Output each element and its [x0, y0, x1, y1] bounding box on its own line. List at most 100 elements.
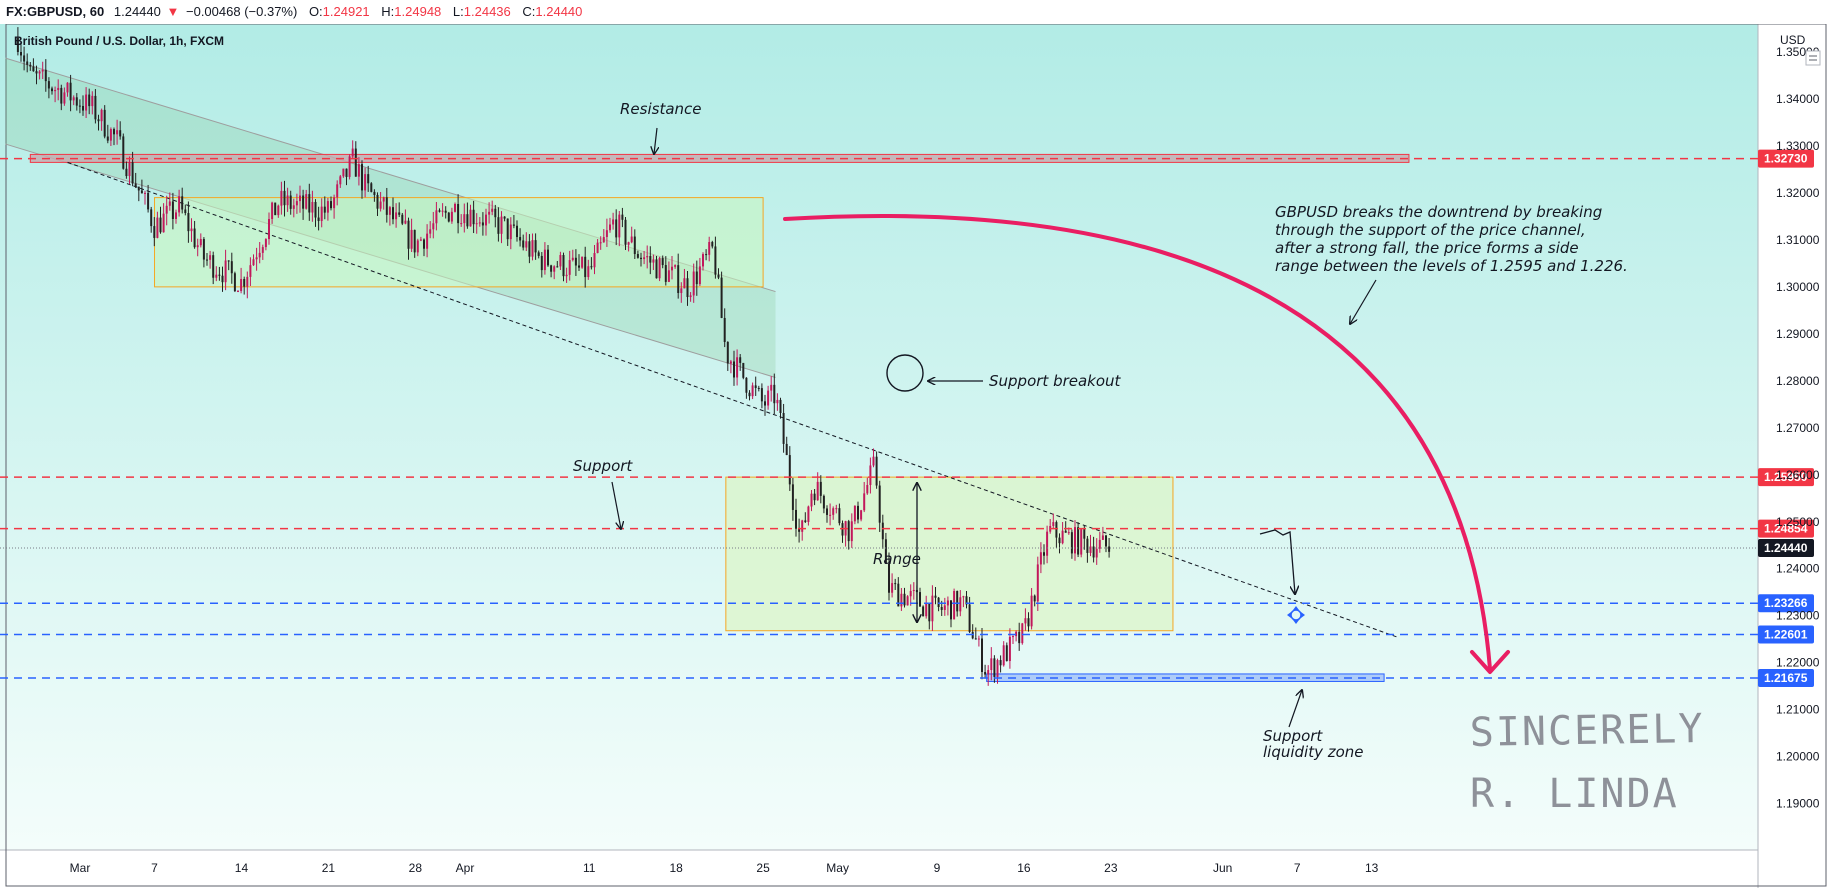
candle-down — [29, 64, 32, 67]
candle-up — [469, 209, 472, 227]
y-tick-label: 1.33000 — [1776, 139, 1820, 153]
candle-up — [156, 217, 159, 238]
candle-down — [289, 195, 292, 209]
candle-up — [1030, 595, 1033, 627]
candle-up — [1024, 618, 1027, 624]
candle-down — [317, 217, 320, 222]
x-tick-label: Apr — [456, 861, 475, 875]
candle-up — [959, 597, 962, 612]
candle-up — [252, 259, 255, 266]
x-tick-label: 16 — [1017, 861, 1031, 875]
note-arrow — [1350, 279, 1377, 324]
candle-up — [658, 258, 661, 279]
candle-down — [795, 509, 797, 529]
candle-up — [450, 211, 453, 222]
candle-up — [209, 255, 212, 260]
candle-down — [302, 195, 305, 209]
candle-down — [1086, 538, 1089, 553]
candle-down — [407, 220, 410, 249]
candle-down — [664, 265, 667, 282]
candle-down — [695, 271, 698, 285]
x-tick-label: 18 — [669, 861, 683, 875]
candle-down — [1018, 631, 1021, 644]
candle-up — [912, 589, 915, 591]
price-tag-1.21675 — [1758, 668, 1814, 687]
candle-down — [376, 194, 379, 209]
candle-down — [798, 528, 801, 532]
x-tick-label: Jun — [1213, 861, 1232, 875]
candle-up — [63, 92, 66, 104]
crosshair-icon[interactable] — [1287, 606, 1305, 624]
candle-down — [181, 196, 184, 210]
candle-up — [382, 197, 385, 202]
candle-up — [215, 274, 218, 278]
candle-down — [103, 109, 106, 137]
y-tick-label: 1.21000 — [1776, 703, 1820, 717]
candle-down — [1105, 535, 1107, 547]
candle-down — [590, 266, 593, 268]
candle-down — [47, 81, 50, 89]
candle-down — [950, 600, 952, 620]
candle-up — [630, 236, 633, 243]
x-tick-label: 21 — [322, 861, 336, 875]
y-tick-label: 1.23000 — [1776, 609, 1820, 623]
candle-up — [1089, 546, 1092, 553]
candle-down — [35, 71, 38, 74]
candle-down — [791, 484, 794, 510]
y-tick-label: 1.25000 — [1776, 515, 1820, 529]
candle-down — [401, 214, 404, 224]
price-tag-1.23266 — [1758, 594, 1814, 613]
price-chart[interactable]: 1.32730 1.25950 1.24854 1.24440 1.23266 1.226… — [0, 24, 1828, 888]
symbol-label[interactable]: FX:GBPUSD, 60 — [6, 4, 105, 19]
candle-down — [764, 401, 766, 406]
chart-frame — [5, 24, 1827, 887]
y-tick-label: 1.20000 — [1776, 750, 1820, 764]
x-tick-label: 7 — [1294, 861, 1301, 875]
candle-down — [624, 219, 627, 245]
candle-down — [361, 164, 363, 191]
candle-up — [379, 201, 382, 209]
candle-up — [860, 510, 863, 520]
candle-down — [578, 265, 580, 268]
open-value: 1.24921 — [322, 4, 370, 19]
candle-up — [1002, 645, 1005, 666]
candle-up — [364, 174, 367, 191]
candle-down — [661, 258, 664, 266]
candle-up — [85, 94, 88, 111]
candle-down — [993, 658, 996, 677]
candle-up — [91, 95, 94, 107]
candle-down — [1058, 537, 1061, 544]
note-line-2: through the support of the price channel… — [1275, 221, 1586, 239]
candle-up — [435, 210, 438, 224]
candle-down — [934, 595, 937, 598]
candle-up — [255, 257, 258, 260]
close-label: C: — [522, 4, 536, 19]
candle-down — [984, 671, 987, 675]
candle-up — [943, 605, 946, 610]
candle-down — [1092, 546, 1095, 558]
candle-down — [574, 257, 577, 266]
candle-up — [996, 660, 999, 677]
candle-down — [534, 240, 537, 253]
candle-up — [432, 223, 435, 230]
candle-down — [1033, 595, 1036, 602]
candle-down — [556, 266, 559, 268]
candle-down — [51, 88, 53, 92]
candle-down — [636, 254, 639, 258]
candle-down — [134, 183, 137, 187]
candle-up — [1052, 522, 1055, 526]
support-label: Support — [573, 457, 633, 475]
candle-down — [884, 539, 887, 564]
candle-down — [522, 240, 525, 248]
candle-down — [159, 217, 162, 233]
candle-down — [184, 209, 187, 214]
chart-settings-icon[interactable] — [1805, 50, 1821, 66]
candle-down — [503, 216, 506, 219]
candle-up — [1098, 539, 1101, 549]
candle-up — [832, 508, 835, 515]
candle-up — [404, 220, 407, 224]
candle-down — [122, 136, 125, 169]
y-tick-label: 1.26000 — [1776, 468, 1820, 482]
candle-down — [956, 590, 959, 612]
price-tag-1.25950 — [1758, 468, 1814, 487]
